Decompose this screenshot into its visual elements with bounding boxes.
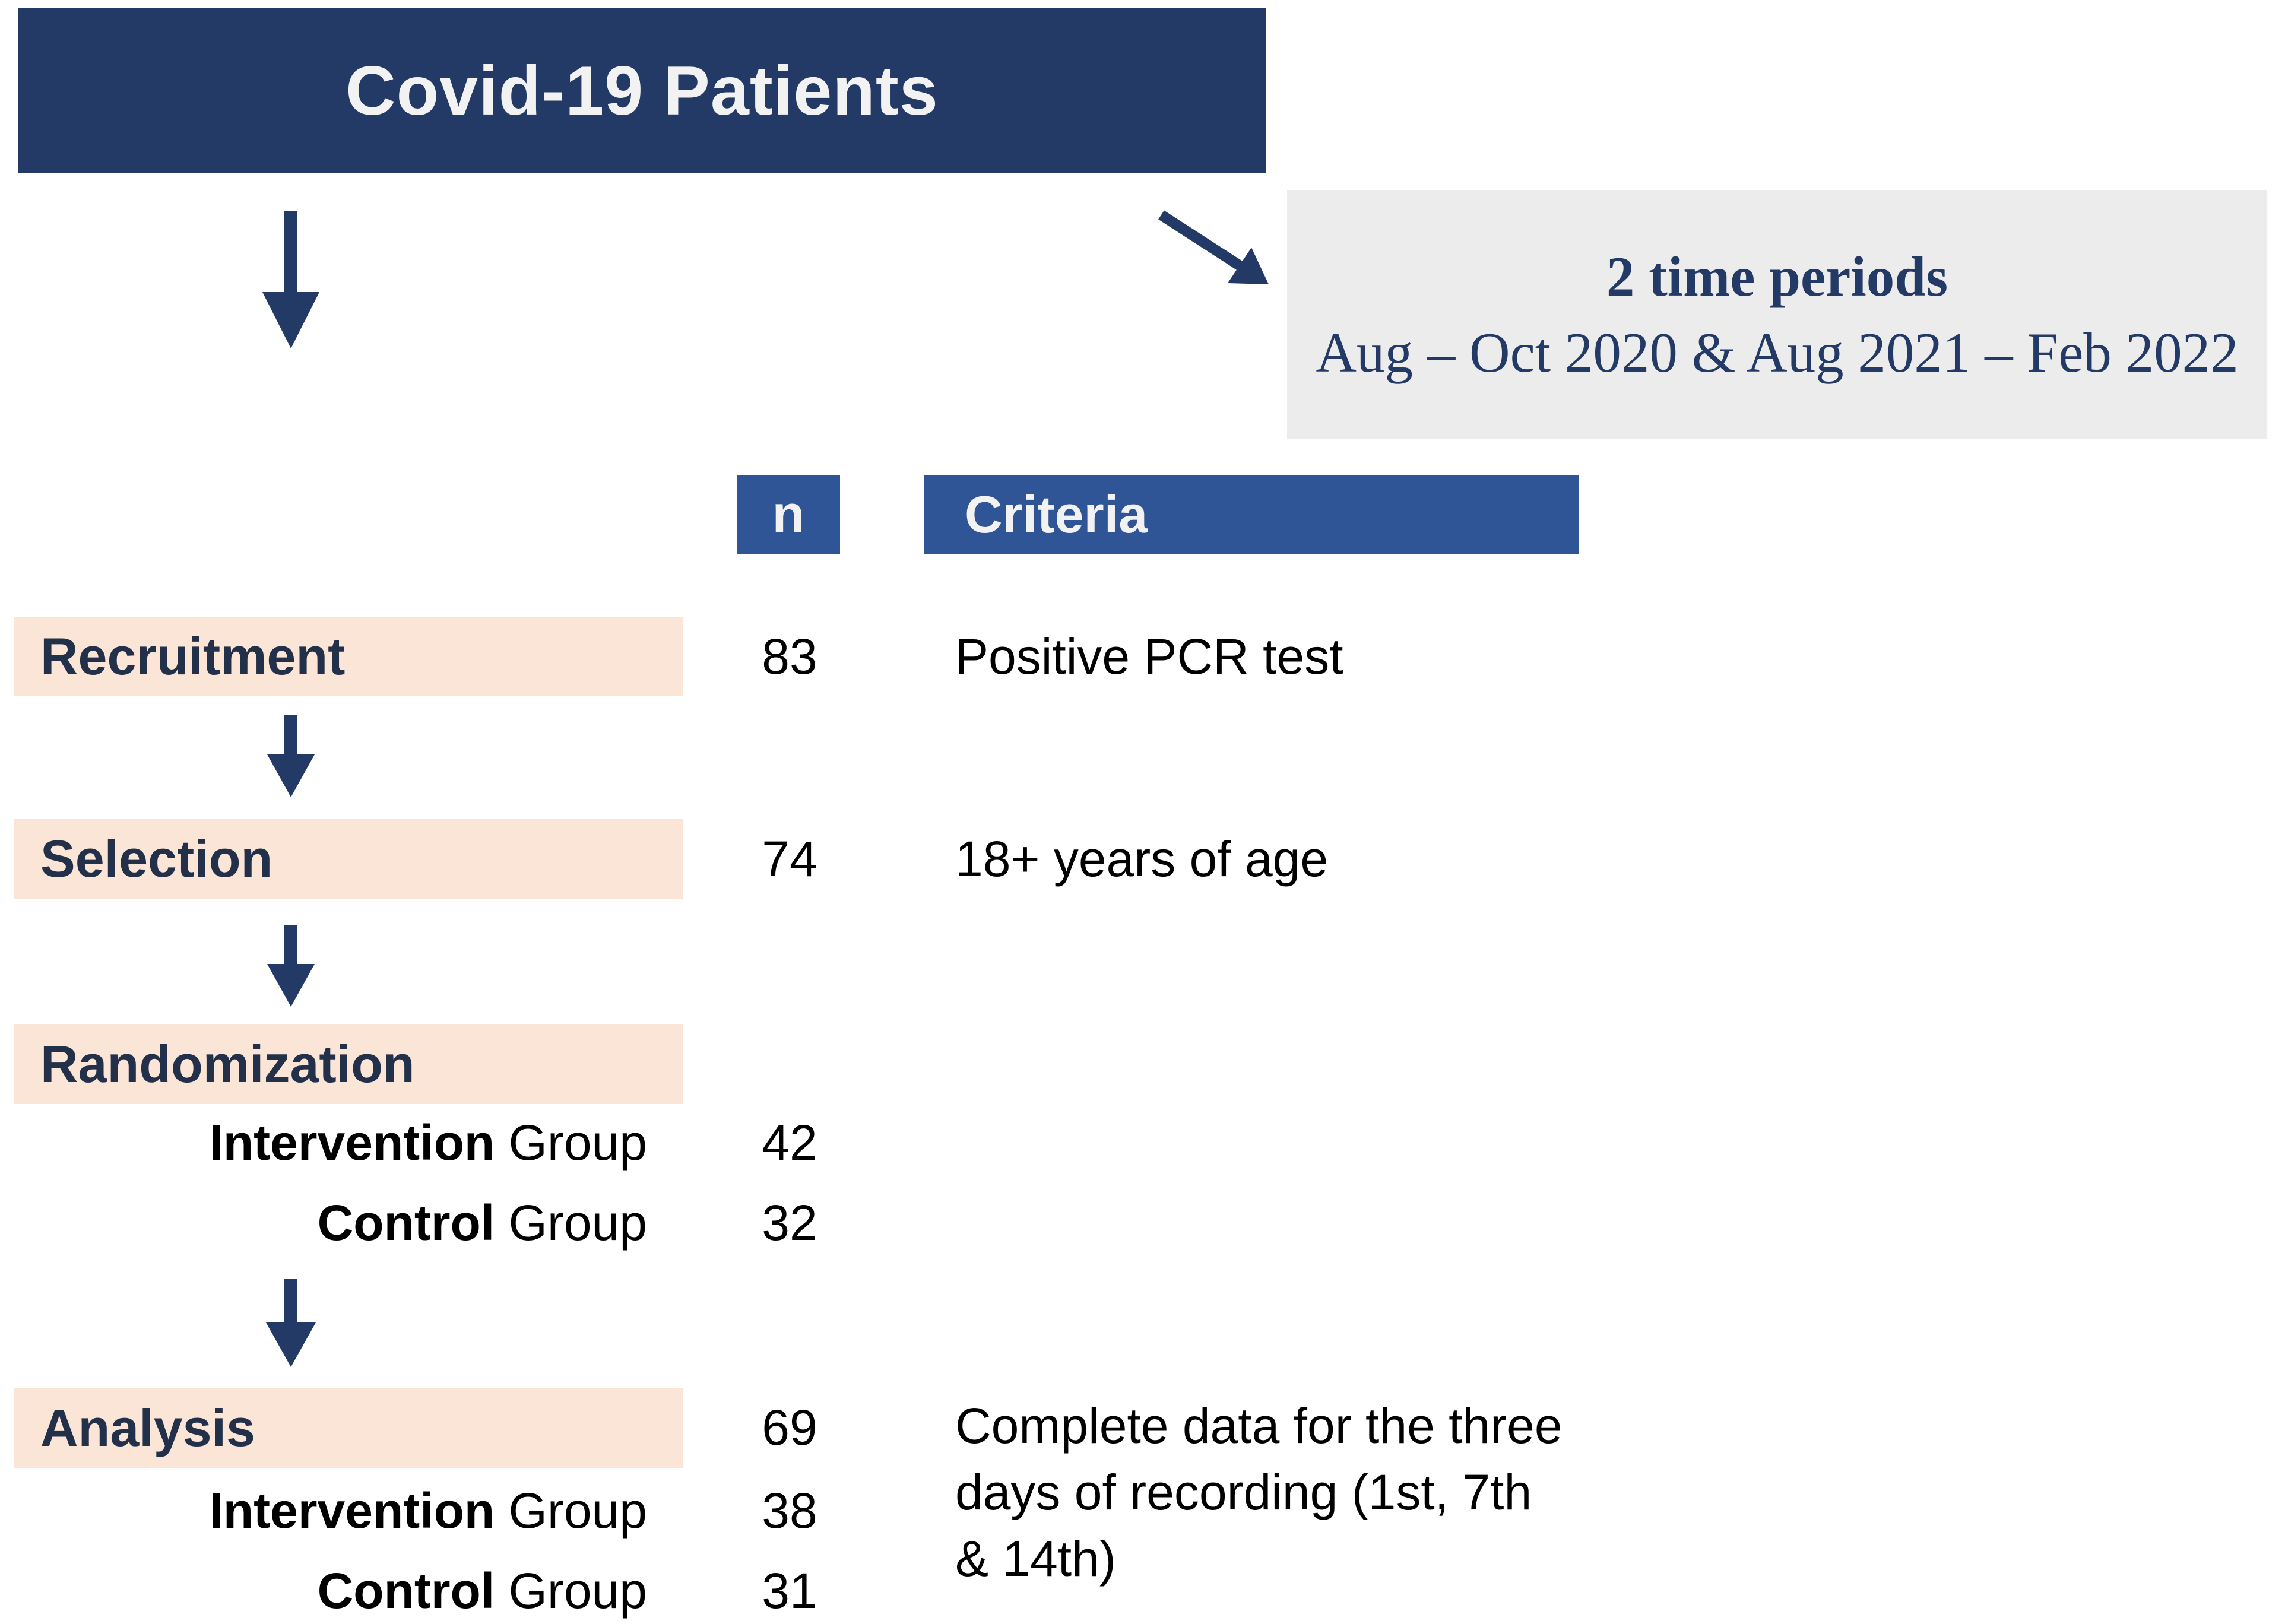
group-name: Control	[317, 1563, 495, 1619]
column-header-n: n	[737, 475, 840, 554]
group-n-value: 31	[762, 1563, 817, 1619]
arrow-head	[266, 1322, 316, 1367]
group-name: Intervention	[209, 1483, 495, 1539]
group-name: Control	[317, 1195, 495, 1251]
arrow-diagonal-icon	[1158, 210, 1269, 284]
group-row-intervention: Intervention Group	[14, 1486, 647, 1536]
group-name: Intervention	[209, 1115, 495, 1171]
group-suffix: Group	[495, 1115, 647, 1171]
stage-label: Selection	[40, 829, 273, 888]
time-periods-range: Aug – Oct 2020 & Aug 2021 – Feb 2022	[1316, 321, 2239, 384]
time-periods-box: 2 time periods Aug – Oct 2020 & Aug 2021…	[1287, 190, 2267, 439]
arrow-down-icon	[237, 715, 344, 797]
group-row-intervention: Intervention Group	[14, 1118, 647, 1168]
stage-n-value: 74	[762, 831, 817, 887]
arrow-shaft	[284, 1279, 297, 1324]
group-suffix: Group	[495, 1563, 647, 1619]
arrow-head	[262, 292, 319, 348]
arrow-down-icon	[237, 925, 344, 1007]
group-suffix: Group	[495, 1483, 647, 1539]
stage-criteria-text: 18+ years of age	[955, 831, 1329, 887]
group-n-value: 42	[762, 1115, 817, 1171]
column-header-n-label: n	[772, 484, 805, 544]
stage-band-selection: Selection	[14, 819, 683, 899]
group-row-control: Control Group	[14, 1566, 647, 1616]
arrow-shaft	[284, 211, 297, 294]
page-title: Covid-19 Patients	[346, 51, 939, 129]
arrow-shaft	[284, 925, 297, 965]
arrow-shaft	[284, 715, 297, 756]
stage-band-analysis: Analysis	[14, 1388, 683, 1468]
arrow-head	[267, 754, 315, 797]
group-n-value: 38	[762, 1483, 817, 1539]
column-header-criteria: Criteria	[924, 475, 1579, 554]
stage-criteria-text: Complete data for the three days of reco…	[955, 1398, 1563, 1587]
column-header-criteria-label: Criteria	[965, 484, 1148, 544]
stage-label: Randomization	[40, 1035, 415, 1093]
group-n-value: 32	[762, 1195, 817, 1251]
stage-label: Recruitment	[40, 627, 346, 686]
arrow-head	[267, 964, 315, 1007]
arrow-down-icon	[237, 211, 344, 348]
arrow-down-icon	[237, 1279, 344, 1367]
stage-label: Analysis	[40, 1398, 255, 1457]
time-periods-title: 2 time periods	[1606, 245, 1948, 308]
stage-band-recruitment: Recruitment	[14, 617, 683, 696]
group-suffix: Group	[495, 1195, 647, 1251]
stage-n-value: 83	[762, 629, 817, 684]
group-row-control: Control Group	[14, 1198, 647, 1248]
stage-criteria-text: Positive PCR test	[955, 629, 1343, 684]
stage-band-randomization: Randomization	[14, 1024, 683, 1104]
stage-n-value: 69	[762, 1400, 817, 1455]
header-banner: Covid-19 Patients	[18, 8, 1266, 173]
